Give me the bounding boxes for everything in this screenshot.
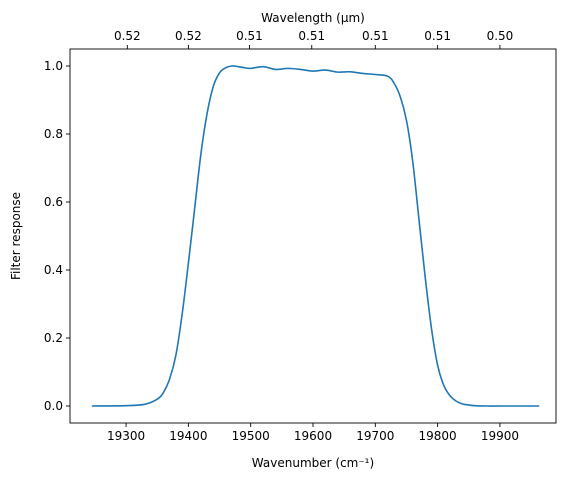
x-tick-label: 19600 — [294, 429, 332, 443]
top-tick-label: 0.51 — [236, 29, 263, 43]
x-tick-label: 19700 — [356, 429, 394, 443]
top-tick-label: 0.52 — [175, 29, 202, 43]
top-axis: 0.52 0.52 0.51 0.51 0.51 0.51 0.50 — [114, 29, 513, 49]
filter-response-line — [91, 65, 540, 407]
x-tick-label: 19800 — [419, 429, 457, 443]
y-tick-label: 1.0 — [44, 59, 63, 73]
y-tick-label: 0.6 — [44, 195, 63, 209]
y-tick-label: 0.2 — [44, 331, 63, 345]
top-tick-label: 0.51 — [362, 29, 389, 43]
x-axis-label: Wavenumber (cm⁻¹) — [252, 456, 374, 470]
top-tick-label: 0.50 — [487, 29, 514, 43]
x-tick-label: 19400 — [169, 429, 207, 443]
y-axis-label: Filter response — [9, 192, 23, 280]
x-tick-label: 19500 — [232, 429, 270, 443]
top-tick-label: 0.51 — [298, 29, 325, 43]
x-tick-label: 19300 — [107, 429, 145, 443]
plot-frame — [69, 48, 557, 424]
y-tick-label: 0.8 — [44, 127, 63, 141]
x-axis: 19300 19400 19500 19600 19700 19800 19900 — [107, 423, 519, 443]
top-tick-label: 0.52 — [114, 29, 141, 43]
top-axis-label: Wavelength (μm) — [261, 11, 365, 25]
top-tick-label: 0.51 — [424, 29, 451, 43]
y-tick-label: 0.0 — [44, 399, 63, 413]
y-tick-label: 0.4 — [44, 263, 63, 277]
x-tick-label: 19900 — [481, 429, 519, 443]
y-axis: 0.0 0.2 0.4 0.6 0.8 1.0 — [44, 59, 70, 413]
